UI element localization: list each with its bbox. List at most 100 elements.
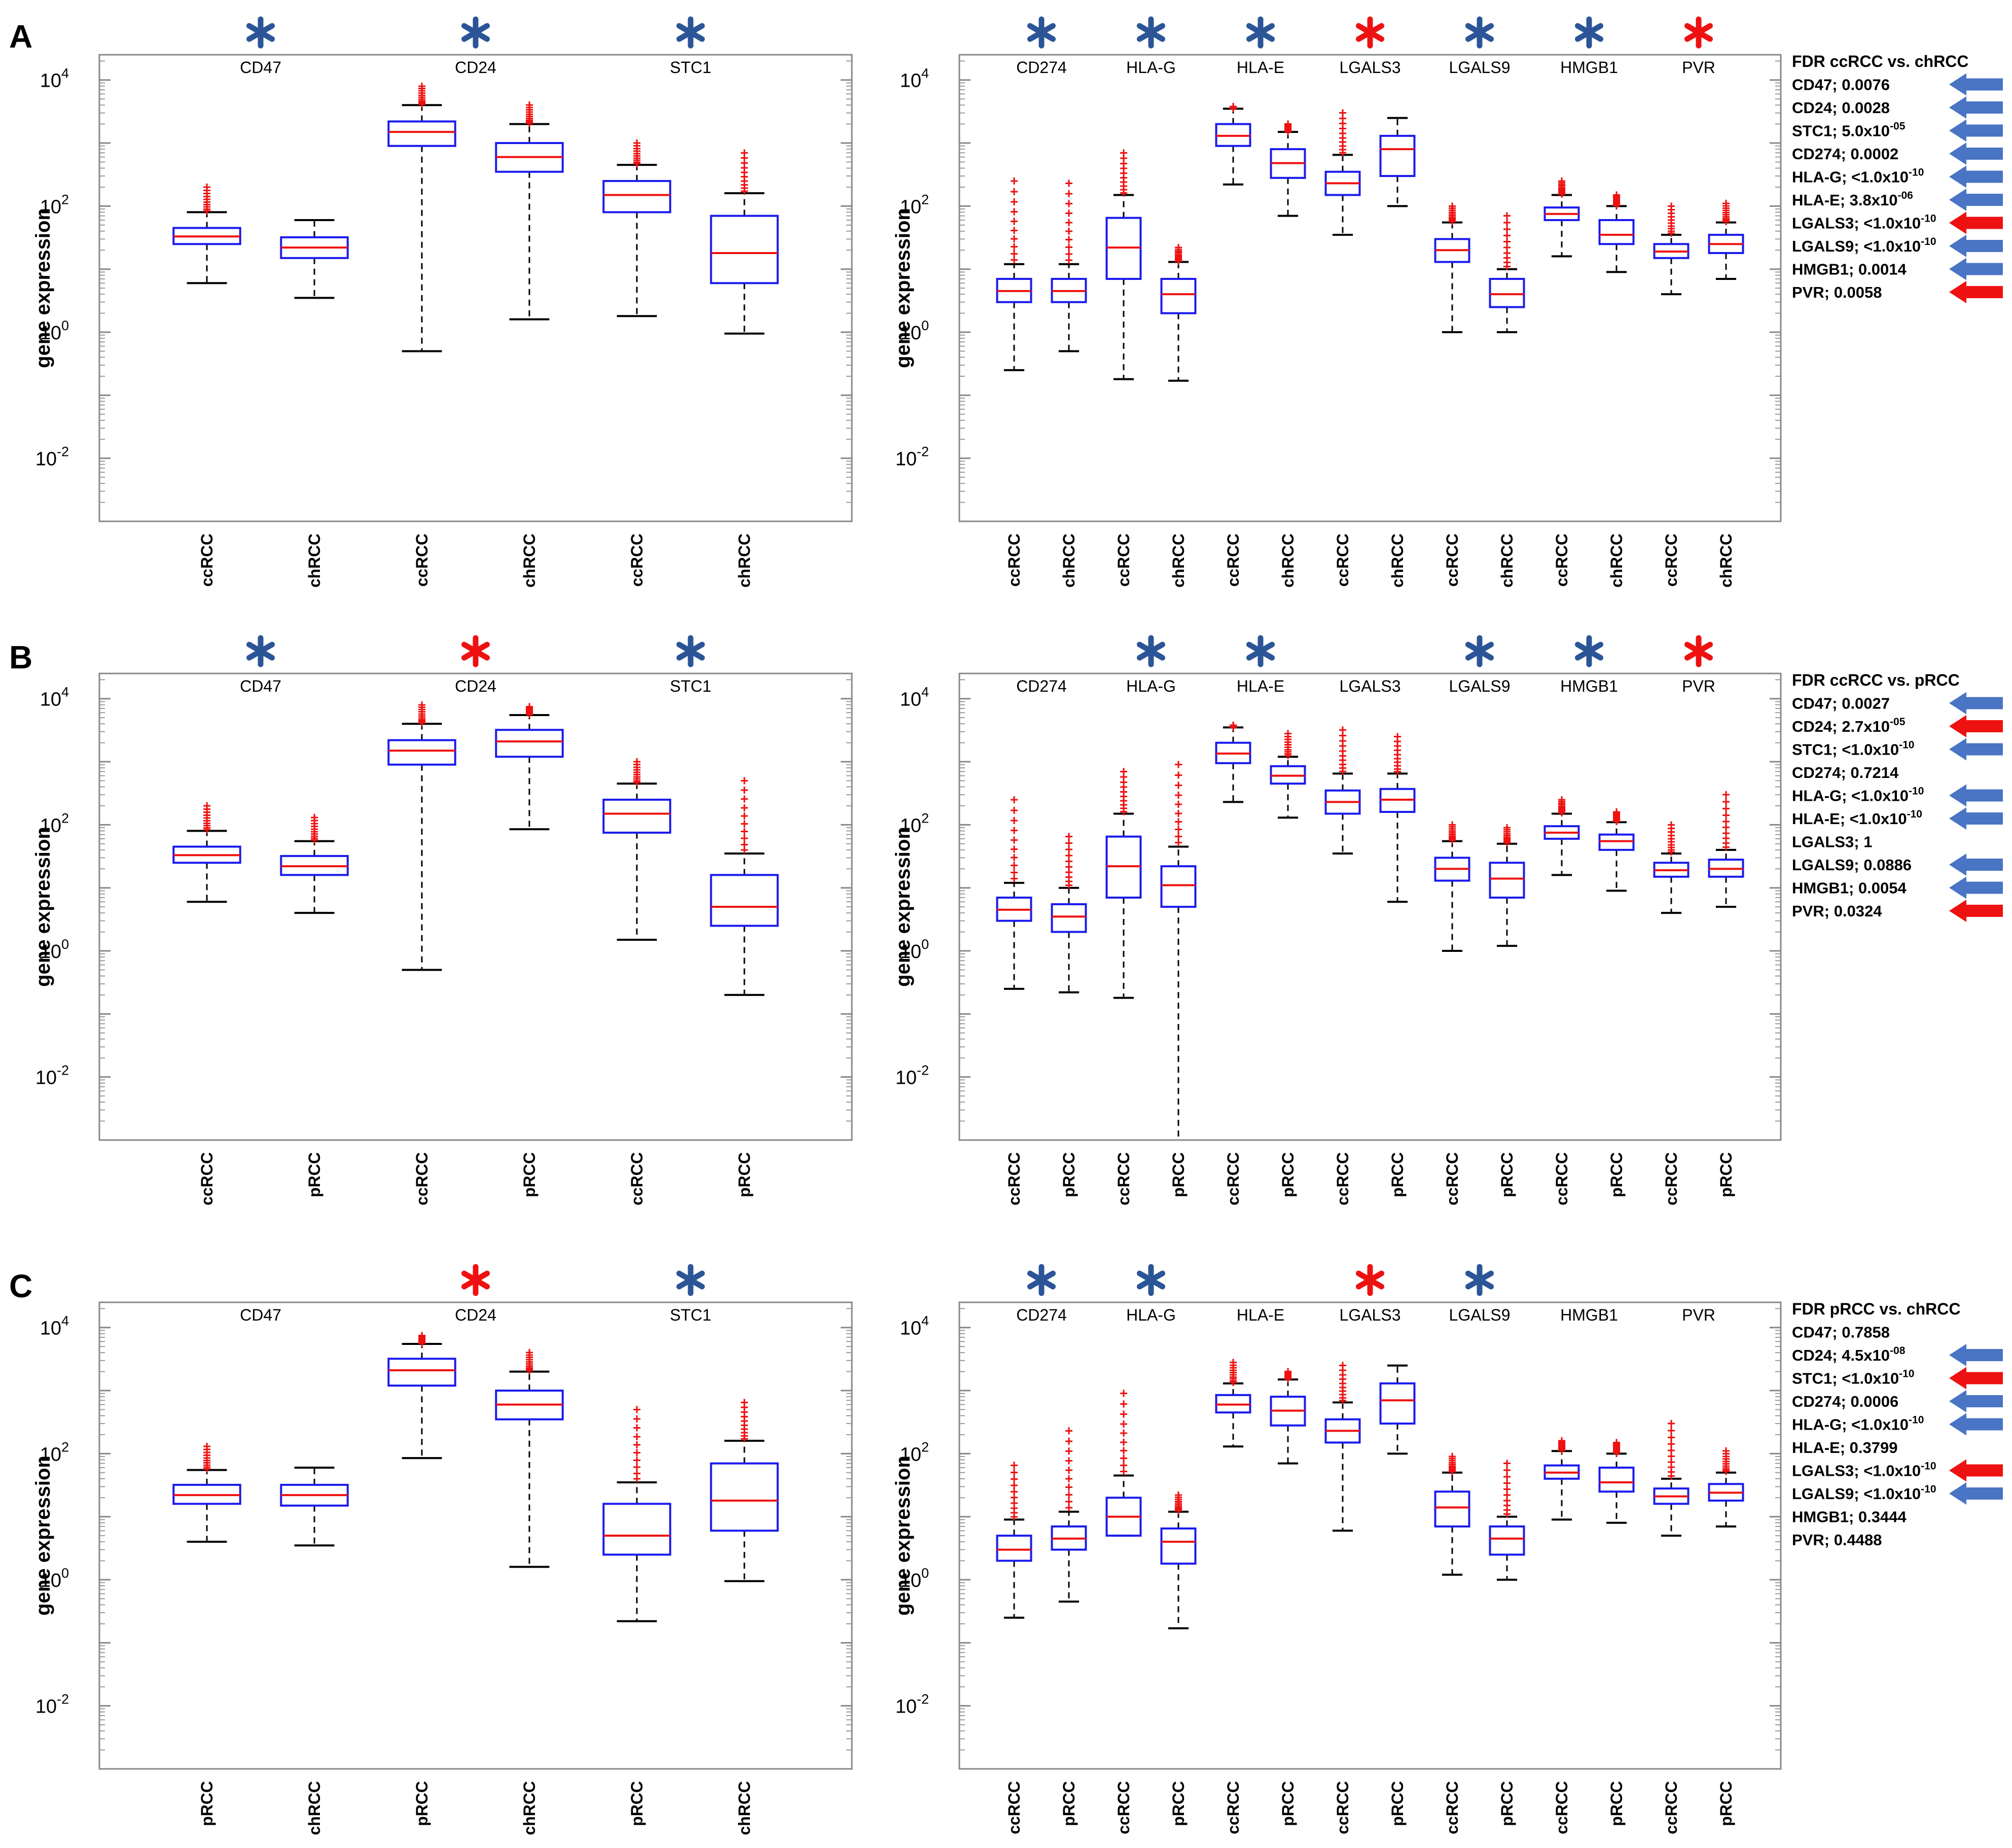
outlier-point: + [1120,774,1128,790]
outlier-point: + [203,194,211,209]
y-tick-label: 100 [900,318,929,344]
legend-gene: HMGB1; [1792,879,1858,897]
outlier-point: + [1667,1423,1675,1438]
legend-exponent: -06 [1897,190,1913,201]
y-tick-label: 102 [40,1439,69,1465]
box-LGALS3-ccRCC: ++++++++++ccRCC [1324,105,1361,587]
significance-star-LGALS9 [1465,635,1494,667]
outlier-point: + [310,818,318,834]
y-axis-label: gene expression [892,1455,914,1616]
outlier-point: + [525,1344,533,1360]
box-CD47-ccRCC: ++++++++++ccRCC [172,179,241,587]
outlier-point: + [1558,803,1566,819]
outlier-point: + [1010,841,1018,857]
outlier-point: + [1120,178,1128,194]
outlier-point: + [1010,1471,1018,1487]
outlier-point: + [1339,145,1347,160]
outlier-point: + [1229,100,1237,116]
y-tick-base: 10 [900,941,921,963]
outlier-point: + [1174,1487,1182,1503]
legend-arrow-red [1949,281,2003,303]
significance-star-CD47-stroke [246,23,275,42]
outlier-point: + [203,1450,211,1466]
outlier-point: + [1612,813,1621,829]
outlier-point: + [1174,246,1182,262]
outlier-point: + [1558,1440,1566,1455]
y-tick-label: 104 [40,685,69,710]
outlier-point: + [1558,1437,1566,1452]
x-category-label: pRCC [413,1781,431,1826]
outlier-point: + [1612,1440,1621,1455]
outlier-point: + [1339,110,1347,126]
outlier-point: + [203,1461,211,1476]
outlier-point: + [1558,801,1566,817]
outlier-point: + [1284,123,1292,138]
group-label-HLA-E: HLA-E [1237,1306,1284,1324]
outlier-point: + [1229,717,1237,733]
legend-value: <1.0x10 [1863,237,1921,255]
outlier-point: + [310,832,318,847]
outlier-point: + [1612,190,1621,205]
outlier-point: + [1722,807,1730,823]
outlier-point: + [1010,871,1018,886]
legend-arrow-blue [1949,854,2003,876]
outlier-point: + [418,714,426,729]
outlier-point: + [1065,1471,1073,1486]
outlier-point: + [1667,834,1675,849]
outlier-point: + [1448,816,1456,832]
outlier-point: + [203,815,211,831]
significance-star-CD47 [246,635,275,667]
outlier-point: + [1722,820,1730,835]
x-category-label: ccRCC [1662,534,1680,587]
outlier-point: + [1558,173,1566,189]
outlier-point: + [1284,122,1292,138]
outlier-point: + [1284,123,1292,139]
outlier-point: + [633,1452,641,1468]
outlier-point: + [525,114,533,129]
x-category-label: ccRCC [198,534,216,587]
outlier-point: + [1503,250,1511,266]
y-tick-exp: -2 [917,444,929,459]
box-PVR-ccRCC: ++++++++++ccRCC [1653,816,1690,1205]
x-category-label: chRCC [520,534,538,588]
outlier-point: + [1065,239,1073,255]
y-tick-base: 10 [895,1696,917,1718]
outlier-point: + [1010,1509,1018,1524]
box-HLA-G-pRCC: ++++++++++pRCC [1160,1487,1197,1826]
outlier-point: + [1448,200,1456,216]
outlier-point: + [418,715,426,730]
outlier-point: + [525,1347,533,1363]
significance-star-HLA-E [1246,635,1275,667]
outlier-point: + [1284,1371,1292,1387]
significance-star-LGALS9-stroke [1465,642,1494,661]
legend-arrow-blue [1949,119,2003,142]
outlier-point: + [1558,804,1566,820]
box-LGALS9-pRCC: ++++++++++pRCC [1489,820,1525,1197]
outlier-point: + [633,146,641,161]
group-label-HLA-E: HLA-E [1237,677,1284,695]
outlier-point: + [1612,1437,1621,1453]
outlier-point: + [1503,215,1511,230]
outlier-point: + [525,1363,533,1378]
outlier-point: + [310,830,318,846]
legend-item: HLA-E; <1.0x10-10 [1792,808,1922,828]
chart-A-left: gene expression10410210010-2CD47++++++++… [32,16,853,588]
legend-exponent: -08 [1890,1345,1906,1357]
outlier-point: + [1667,215,1675,231]
y-tick-base: 10 [40,1570,61,1591]
outlier-point: + [1174,1491,1182,1507]
legend-arrow-blue [1949,1344,2003,1366]
significance-star-CD274-stroke [1027,23,1056,42]
outlier-point: + [525,701,533,717]
outlier-point: + [1558,183,1566,198]
box-CD24-pRCC: ++++++++++pRCC [495,698,564,1197]
outlier-point: + [1120,174,1128,190]
box-LGALS9-ccRCC: ++++++++++ccRCC [1434,1448,1470,1834]
legend-gene: LGALS3; [1792,1462,1863,1480]
y-tick-exp: 0 [921,937,929,952]
box-HLA-E-ccRCC: ++++++++++ccRCC [1215,98,1251,587]
outlier-point: + [1229,1362,1237,1378]
outlier-point: + [740,1399,748,1415]
outlier-point: + [1667,827,1675,843]
outlier-point: + [1229,718,1237,734]
